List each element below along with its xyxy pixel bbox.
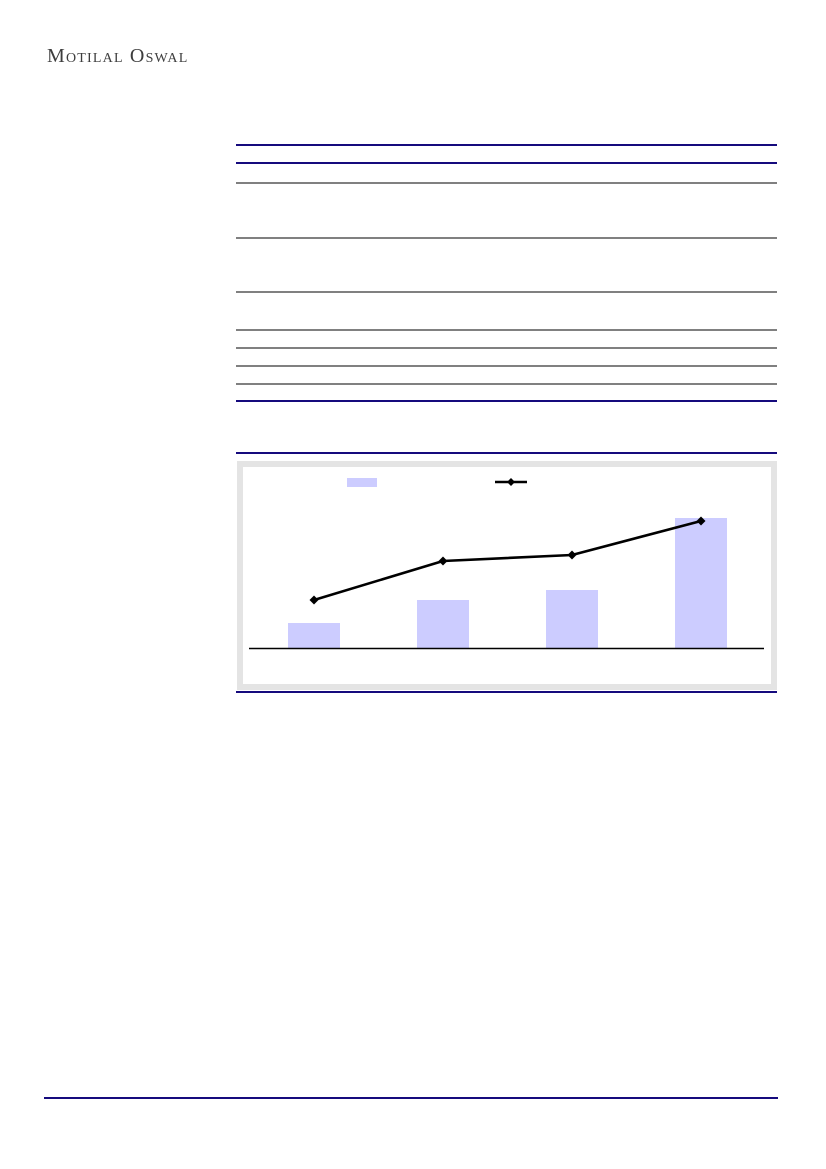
table-row-rule xyxy=(236,182,777,184)
chart-point-marker xyxy=(438,556,448,566)
brand-logo: Motilal Oswal xyxy=(47,45,189,67)
footer-rule xyxy=(44,1097,778,1099)
table-row-rule xyxy=(236,291,777,293)
chart-top-rule xyxy=(236,452,777,454)
chart-point-marker xyxy=(696,516,706,526)
legend-bar-swatch xyxy=(347,478,377,487)
chart-bar xyxy=(546,590,598,648)
table-row-rule xyxy=(236,237,777,239)
chart-bar xyxy=(288,623,340,648)
table-header-rule xyxy=(236,162,777,164)
table-bottom-rule xyxy=(236,400,777,402)
chart-panel xyxy=(237,461,777,690)
table-row-rule xyxy=(236,347,777,349)
legend-line-marker xyxy=(507,478,515,486)
table-row-rule xyxy=(236,329,777,331)
table-row-rule xyxy=(236,365,777,367)
chart-point-marker xyxy=(567,550,577,560)
combo-chart xyxy=(249,478,764,650)
table-row-rule xyxy=(236,383,777,385)
chart-bar xyxy=(675,518,727,648)
chart-line xyxy=(313,519,702,602)
chart-bottom-rule xyxy=(236,691,777,693)
table-top-rule xyxy=(236,144,777,146)
chart-point-marker xyxy=(309,595,319,605)
chart-bar xyxy=(417,600,469,648)
